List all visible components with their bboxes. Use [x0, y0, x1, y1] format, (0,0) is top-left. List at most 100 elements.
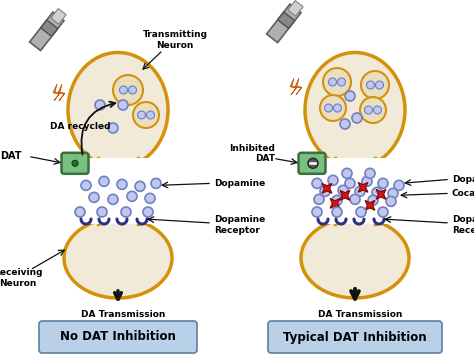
FancyBboxPatch shape [266, 4, 301, 43]
Circle shape [146, 111, 155, 119]
Bar [275, 158, 435, 224]
Text: Dopamine
Receptor: Dopamine Receptor [452, 215, 474, 235]
Text: DA recycled: DA recycled [50, 122, 110, 131]
Circle shape [119, 86, 128, 94]
Text: Transmitting
Neuron: Transmitting Neuron [143, 30, 208, 50]
Circle shape [388, 188, 398, 198]
Circle shape [323, 68, 351, 96]
Polygon shape [358, 182, 368, 192]
Circle shape [128, 86, 137, 94]
Circle shape [308, 158, 318, 168]
Circle shape [345, 91, 355, 101]
Circle shape [108, 123, 118, 133]
Circle shape [365, 168, 375, 178]
Circle shape [121, 207, 131, 217]
Circle shape [97, 207, 107, 217]
Circle shape [360, 97, 386, 123]
Text: DAT: DAT [0, 151, 22, 161]
FancyBboxPatch shape [288, 1, 303, 16]
Bar [97, 158, 139, 224]
Text: DA Transmission: DA Transmission [318, 310, 402, 319]
Polygon shape [376, 189, 386, 199]
Circle shape [365, 106, 373, 114]
FancyBboxPatch shape [51, 9, 66, 24]
Circle shape [99, 176, 109, 187]
Polygon shape [330, 198, 340, 208]
Circle shape [118, 100, 128, 110]
Circle shape [133, 102, 159, 128]
Circle shape [113, 75, 143, 105]
Circle shape [362, 176, 372, 187]
Circle shape [127, 191, 137, 201]
Text: Dopamine
Receptor: Dopamine Receptor [214, 215, 265, 235]
Circle shape [312, 178, 322, 188]
Polygon shape [365, 200, 375, 210]
Circle shape [151, 178, 161, 188]
Circle shape [368, 195, 378, 205]
Circle shape [350, 194, 360, 204]
Circle shape [337, 78, 346, 86]
Polygon shape [340, 190, 350, 200]
Ellipse shape [301, 218, 409, 298]
Ellipse shape [305, 53, 405, 168]
Text: Inhibited
DAT: Inhibited DAT [229, 144, 275, 163]
Bar [334, 158, 376, 224]
Circle shape [372, 187, 382, 197]
Text: Dopamine: Dopamine [214, 179, 265, 188]
Circle shape [361, 71, 389, 99]
Polygon shape [58, 84, 65, 101]
Circle shape [378, 178, 388, 188]
Text: Dopamine: Dopamine [452, 175, 474, 184]
Text: Cocaine: Cocaine [452, 189, 474, 198]
Text: No DAT Inhibition: No DAT Inhibition [60, 330, 176, 343]
Circle shape [135, 182, 145, 191]
Circle shape [345, 178, 355, 188]
Text: Receiving
Neuron: Receiving Neuron [0, 268, 43, 288]
Circle shape [95, 100, 105, 110]
Circle shape [137, 111, 146, 119]
FancyBboxPatch shape [299, 153, 326, 174]
Circle shape [320, 187, 330, 196]
Circle shape [375, 81, 383, 89]
Circle shape [355, 187, 365, 196]
Circle shape [352, 113, 362, 123]
Circle shape [325, 104, 332, 112]
Circle shape [328, 175, 338, 185]
Circle shape [75, 207, 85, 217]
Circle shape [108, 194, 118, 204]
Circle shape [145, 193, 155, 203]
FancyBboxPatch shape [39, 321, 197, 353]
Polygon shape [53, 84, 60, 101]
Text: DA Transmission: DA Transmission [81, 310, 165, 319]
FancyBboxPatch shape [268, 321, 442, 353]
Circle shape [89, 192, 99, 202]
Polygon shape [290, 78, 297, 95]
Circle shape [320, 95, 346, 121]
Circle shape [340, 119, 350, 129]
Text: Typical DAT Inhibition: Typical DAT Inhibition [283, 330, 427, 343]
FancyBboxPatch shape [62, 153, 89, 174]
Circle shape [314, 194, 324, 204]
Circle shape [374, 106, 382, 114]
Circle shape [394, 180, 404, 190]
Bar [38, 158, 198, 224]
Ellipse shape [64, 218, 172, 298]
Circle shape [312, 207, 322, 217]
Circle shape [328, 78, 337, 86]
Circle shape [334, 104, 341, 112]
Circle shape [366, 81, 374, 89]
FancyBboxPatch shape [41, 20, 58, 37]
FancyBboxPatch shape [278, 12, 295, 28]
Circle shape [72, 160, 78, 166]
Ellipse shape [68, 53, 168, 168]
Circle shape [338, 185, 348, 195]
Circle shape [386, 196, 396, 206]
Circle shape [117, 179, 127, 189]
FancyBboxPatch shape [29, 12, 64, 50]
Circle shape [342, 168, 352, 178]
Circle shape [332, 195, 342, 205]
Polygon shape [322, 183, 332, 193]
Circle shape [356, 207, 366, 217]
Circle shape [81, 180, 91, 190]
Polygon shape [295, 78, 302, 95]
